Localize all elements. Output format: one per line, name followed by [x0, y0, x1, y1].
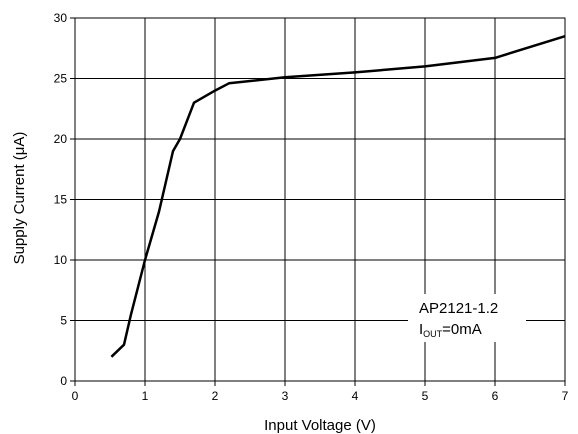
- y-tick-label: 30: [54, 11, 68, 25]
- series-line: [110, 35, 566, 358]
- y-tick-label: 20: [54, 132, 68, 146]
- x-tick-label: 4: [352, 389, 359, 403]
- y-tick-label: 15: [54, 193, 68, 207]
- x-axis-title: Input Voltage (V): [264, 417, 376, 434]
- y-axis-title: Supply Current (μA): [11, 132, 28, 265]
- series-layer: [110, 35, 566, 358]
- y-tick-label: 25: [54, 72, 68, 86]
- y-tick-label: 0: [60, 374, 67, 388]
- plot-frame: [74, 17, 566, 382]
- x-tick-label: 5: [422, 389, 429, 403]
- y-tick-label: 10: [54, 253, 68, 267]
- x-tick-label: 3: [282, 389, 289, 403]
- y-tick-label: 5: [60, 314, 67, 328]
- x-tick-label: 7: [562, 389, 569, 403]
- annotation-box: [408, 294, 526, 342]
- x-tick-label: 1: [142, 389, 149, 403]
- y-tick-labels: 0 5 10 15 20 25 30: [54, 11, 68, 388]
- x-tick-label: 6: [492, 389, 499, 403]
- annotation-condition: IOUT=0mA: [419, 321, 482, 339]
- x-tick-labels: 0 1 2 3 4 5 6 7: [72, 389, 569, 403]
- annotation-device: AP2121-1.2: [419, 300, 498, 317]
- x-tick-label: 2: [212, 389, 219, 403]
- legend-annotation: AP2121-1.2 IOUT=0mA: [408, 294, 526, 342]
- x-tick-label: 0: [72, 389, 79, 403]
